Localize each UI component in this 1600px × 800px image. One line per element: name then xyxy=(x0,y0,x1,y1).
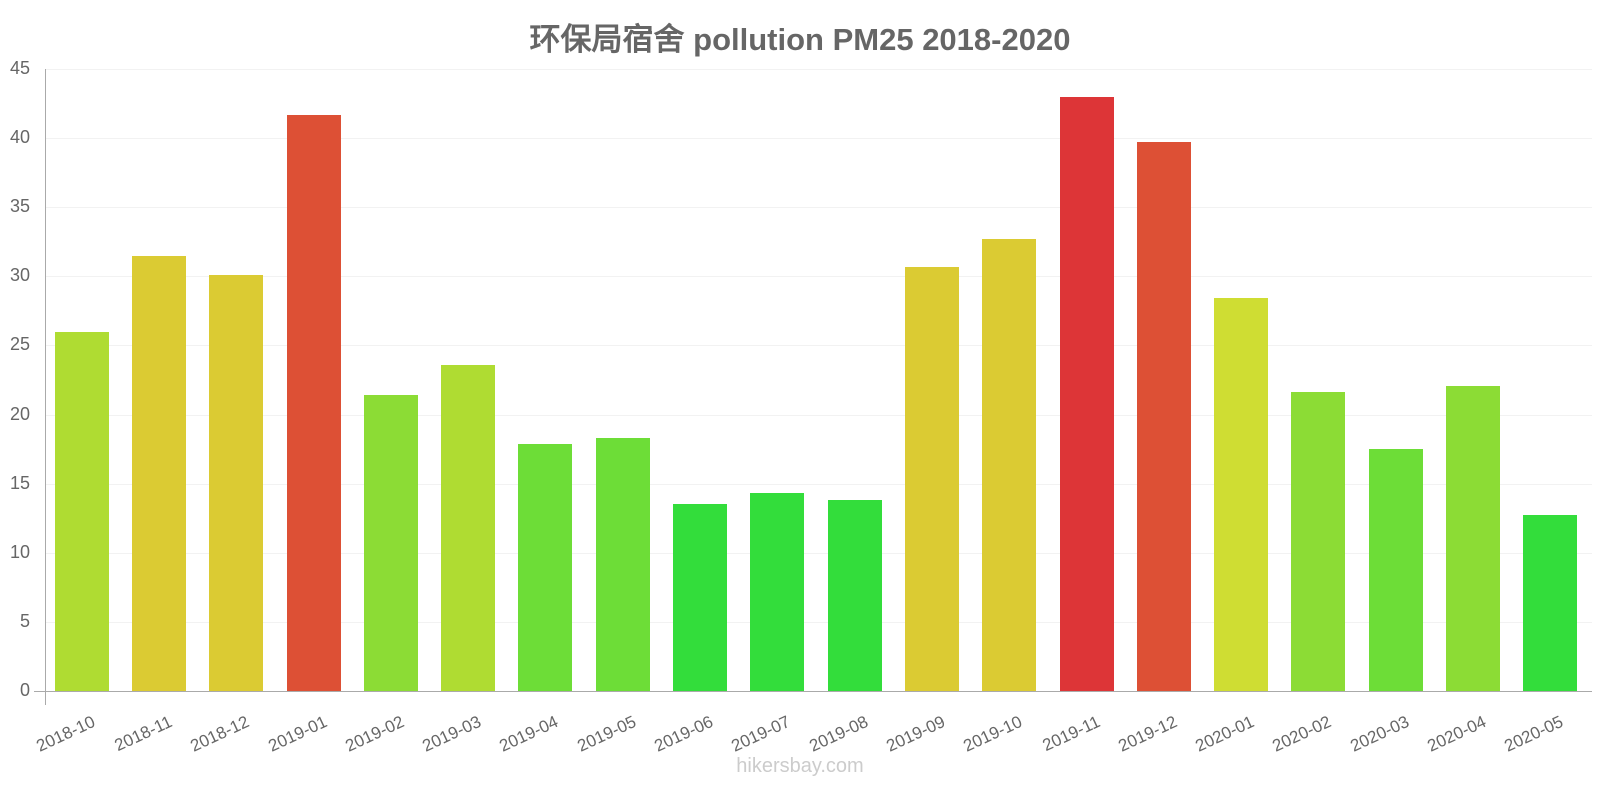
bar-2019-11[interactable] xyxy=(1059,96,1114,691)
bar-2020-02[interactable] xyxy=(1291,392,1346,691)
gridline xyxy=(46,552,1592,554)
gridline xyxy=(46,483,1592,485)
y-tick-label: 40 xyxy=(9,127,30,148)
gridline xyxy=(46,345,1592,347)
plot-area xyxy=(46,69,1592,691)
bar-2018-11[interactable] xyxy=(131,255,186,691)
y-tick-label: 5 xyxy=(19,610,30,631)
y-tick-label: 30 xyxy=(9,265,30,286)
y-tick-label: 25 xyxy=(9,334,30,355)
y-tick-label: 20 xyxy=(9,403,30,424)
bar-2020-03[interactable] xyxy=(1368,449,1423,691)
bar-2020-04[interactable] xyxy=(1446,385,1501,691)
x-axis-line xyxy=(34,691,1592,692)
bar-2019-01[interactable] xyxy=(286,114,341,691)
gridline xyxy=(46,276,1592,278)
gridline xyxy=(46,414,1592,416)
bar-2019-04[interactable] xyxy=(518,443,573,691)
gridline xyxy=(46,621,1592,623)
gridline xyxy=(46,207,1592,209)
bar-2019-09[interactable] xyxy=(904,266,959,691)
gridline xyxy=(46,69,1592,70)
bar-2019-03[interactable] xyxy=(441,364,496,691)
y-axis-line xyxy=(45,69,46,705)
bar-2019-05[interactable] xyxy=(595,438,650,691)
y-tick-label: 35 xyxy=(9,196,30,217)
bar-2020-05[interactable] xyxy=(1523,515,1578,691)
credit-text: hikersbay.com xyxy=(736,755,864,777)
y-tick-label: 45 xyxy=(9,58,30,78)
gridline xyxy=(46,138,1592,140)
bar-2020-01[interactable] xyxy=(1214,298,1269,691)
chart-title: 环保局宿舍 pollution PM25 2018-2020 xyxy=(529,22,1071,57)
bar-2019-02[interactable] xyxy=(363,395,418,691)
bar-2019-08[interactable] xyxy=(827,500,882,691)
bar-2018-10[interactable] xyxy=(54,331,109,691)
bar-2019-06[interactable] xyxy=(673,504,728,691)
y-tick-label: 0 xyxy=(19,680,30,700)
y-tick-label: 10 xyxy=(9,541,30,562)
bar-2019-07[interactable] xyxy=(750,493,805,691)
bar-2019-10[interactable] xyxy=(982,239,1037,691)
y-tick-label: 15 xyxy=(9,472,30,493)
bar-2019-12[interactable] xyxy=(1136,142,1191,691)
bar-2018-12[interactable] xyxy=(209,274,264,691)
